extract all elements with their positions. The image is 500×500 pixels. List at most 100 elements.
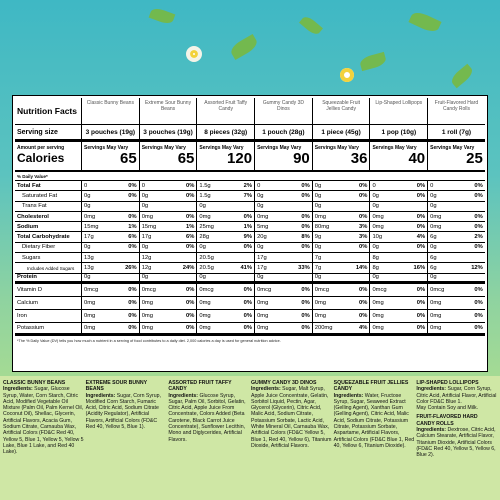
footnote: *The % Daily Value (DV) tells you how mu… <box>17 338 281 343</box>
ingredient-text: Ingredients: Sugar, Corn Syrup, Citric A… <box>416 386 497 405</box>
nutrient-cell: 0mg 0% <box>311 211 370 222</box>
daily-value: 0% <box>301 213 310 220</box>
nutrient-cell: 0mg 0% <box>311 309 370 322</box>
amount: 20g <box>257 234 267 241</box>
nutrient-cell: 0mg 0% <box>369 296 427 309</box>
daily-value: 0% <box>474 213 483 220</box>
nutrient-label: Total Carbohydrate <box>17 234 70 241</box>
nutrient-label: Cholesterol <box>17 213 49 220</box>
daily-value: 0% <box>416 244 426 251</box>
amount: 0g <box>199 274 206 281</box>
nutrient-cell: 6g 12% <box>427 263 485 273</box>
nutrient-cell: 0mcg 0% <box>196 283 254 296</box>
nutrient-cell: 0mcg 0% <box>138 283 197 296</box>
servings-note: Servings May Vary <box>84 145 129 151</box>
product-name: Gummy Candy 3D Dinos <box>254 98 312 124</box>
nutrient-name: Total Fat <box>15 181 81 190</box>
daily-value: 0% <box>474 324 483 331</box>
serving-size: 1 roll (7g) <box>427 125 485 139</box>
product-title: CLASSIC BUNNY BEANS <box>3 380 66 386</box>
amount: 0mg <box>257 324 269 331</box>
amount: 0g <box>314 244 322 251</box>
product-name: Extreme Sour Bunny Beans <box>138 98 197 124</box>
amount: 0mg <box>372 312 384 319</box>
nutrient-row: Calcium 0mg 0% 0mg 0% 0mg 0% 0mg 0% 0mg 0% 0mg 0% 0mg… <box>15 296 485 310</box>
calories-cell: Servings May Vary 90 <box>254 142 312 170</box>
amount: 0g <box>372 203 379 210</box>
ingredient-column: CLASSIC BUNNY BEANS Ingredients: Sugar, G… <box>3 380 84 496</box>
amount: 8g <box>372 254 379 261</box>
nutrient-cell: 0mg 0% <box>427 296 485 309</box>
amount: 12g <box>141 265 152 272</box>
nutrient-cell: 0g <box>427 273 485 281</box>
amount: 0mcg <box>430 286 445 293</box>
daily-value: 7% <box>243 192 253 199</box>
nutrient-row: Iron 0mg 0% 0mg 0% 0mg 0% 0mg 0% 0mg 0% 0mg 0% 0mg 0% <box>15 309 485 323</box>
amount: 0 <box>141 182 145 189</box>
product-title: LIP-SHAPED LOLLIPOPS <box>416 380 479 386</box>
ingredient-column: ASSORTED FRUIT TAFFY CANDY Ingredients: G… <box>168 380 249 496</box>
amount: 17g <box>257 265 267 272</box>
product-name: Assorted Fruit Taffy Candy <box>196 98 254 124</box>
nutrient-cell: 0mg 0% <box>369 322 427 333</box>
nutrient-name: Protein <box>15 274 81 281</box>
amount: 6g <box>430 254 437 261</box>
amount: 25mg <box>199 223 214 230</box>
nutrient-cell: 0g <box>254 273 312 281</box>
daily-value: 6% <box>128 234 137 241</box>
calories-cell: Servings May Vary 65 <box>138 142 197 170</box>
ingredient-block: LIP-SHAPED LOLLIPOPS Ingredients: Sugar, … <box>416 380 497 411</box>
nutrient-name: Trans Fat <box>15 202 81 211</box>
amount: 0mg <box>430 324 442 331</box>
daily-value: 0% <box>301 182 310 189</box>
nutrient-cell: 0g 0% <box>81 191 139 201</box>
daily-value: 0% <box>301 312 310 319</box>
amount: 0mg <box>257 213 269 220</box>
amount: 1.5g <box>199 192 211 199</box>
servings-note: Servings May Vary <box>314 145 359 151</box>
nutrient-name: Saturated Fat <box>15 191 81 200</box>
nutrient-cell: 0g 0% <box>254 242 312 253</box>
amount: 0mg <box>199 213 211 220</box>
calories-label: Calories <box>17 151 65 165</box>
servings-note: Servings May Vary <box>141 145 186 151</box>
nutrient-cell: 0g 0% <box>254 191 312 201</box>
amount: 6g <box>430 234 437 241</box>
nutrient-cell: 13g <box>81 253 139 263</box>
nutrient-cell: 80mg 3% <box>311 222 370 232</box>
ingredients-label: Ingredients: <box>250 386 281 393</box>
daily-value: 14% <box>355 265 368 272</box>
daily-value: 0% <box>474 192 483 199</box>
nutrient-cell: 8g 16% <box>369 263 427 273</box>
nutrient-cell: 0g 0% <box>196 242 254 253</box>
daily-value: 3% <box>359 234 368 241</box>
amount: 20.5g <box>199 254 214 261</box>
nutrient-cell: 0mcg 0% <box>81 283 139 296</box>
nutrient-cell: 0g 0% <box>311 181 370 191</box>
nutrient-cell: 7g <box>311 253 370 263</box>
nutrient-cell: 0g 0% <box>369 242 427 253</box>
nutrient-name: Iron <box>15 310 81 322</box>
nutrient-cell: 0mcg 0% <box>369 283 427 296</box>
leaf <box>228 33 260 61</box>
nutrient-name: Dietary Fiber <box>15 243 81 252</box>
nutrient-cell: 0g <box>81 273 139 281</box>
nutrient-cell: 5mg 0% <box>254 222 312 232</box>
nutrient-cell: 10g 4% <box>369 232 427 242</box>
product-title: ASSORTED FRUIT TAFFY CANDY <box>168 380 232 393</box>
serving-label: Serving size <box>17 128 58 136</box>
allergen-note: May Contain Soy and Milk. <box>416 405 479 412</box>
ingredient-column: LIP-SHAPED LOLLIPOPS Ingredients: Sugar, … <box>416 380 497 496</box>
daily-value: 4% <box>359 324 368 331</box>
flower <box>186 46 202 62</box>
nutrient-cell: 0 0% <box>138 181 197 191</box>
nutrient-cell: 200mg 4% <box>311 322 370 333</box>
daily-value: 1% <box>128 223 137 230</box>
daily-value: 33% <box>298 265 310 272</box>
daily-value: 0% <box>359 192 368 199</box>
ingredient-block: EXTREME SOUR BUNNY BEANS Ingredients: Sug… <box>86 380 167 430</box>
daily-value: 0% <box>301 299 310 306</box>
nutrient-cell: 28g 9% <box>196 232 254 242</box>
daily-value: 0% <box>359 299 368 306</box>
serving-size: 1 pouch (28g) <box>254 125 312 139</box>
